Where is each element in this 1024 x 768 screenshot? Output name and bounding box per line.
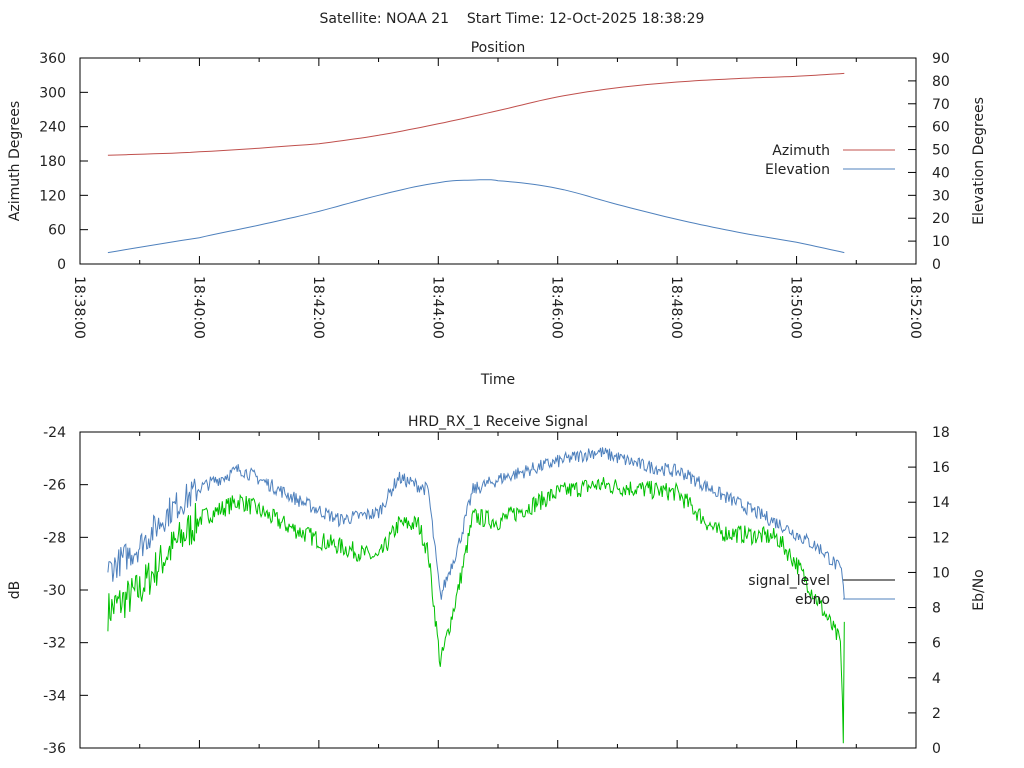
- y2-tick-label: 18: [932, 425, 950, 441]
- chart-suptitle: Satellite: NOAA 21 Start Time: 12-Oct-20…: [320, 11, 705, 27]
- y2-tick-label: 30: [932, 188, 950, 204]
- series-line-azimuth: [107, 72, 845, 156]
- y-tick-label: -30: [43, 583, 66, 599]
- x-tick-label: 18:38:00: [71, 276, 87, 339]
- y-tick-label: 60: [48, 223, 66, 239]
- y-tick-label: -26: [43, 478, 66, 494]
- y-tick-label: 180: [39, 154, 66, 170]
- y2-axis-label: Elevation Degrees: [971, 97, 987, 225]
- x-tick-label: 18:42:00: [310, 276, 326, 339]
- series-line-elevation: [107, 179, 845, 254]
- plot-title: Position: [471, 40, 526, 56]
- y2-axis-label: Eb/No: [971, 569, 987, 611]
- y2-tick-label: 2: [932, 706, 941, 722]
- legend-label: ebno: [795, 592, 830, 608]
- y2-tick-label: 50: [932, 143, 950, 159]
- series-line-signal_level: [107, 477, 845, 744]
- y2-tick-label: 8: [932, 601, 941, 617]
- x-tick-label: 18:52:00: [907, 276, 923, 339]
- x-tick-label: 18:50:00: [788, 276, 804, 339]
- position-plot: Position 18:38:00 18:40:00 18:42:00 18:44:00…: [7, 40, 987, 388]
- y2-tick-label: 60: [932, 120, 950, 136]
- y2-tick-label: 10: [932, 565, 950, 581]
- y-tick-label: -34: [43, 688, 66, 704]
- x-tick-label: 18:48:00: [668, 276, 684, 339]
- y2-tick-label: 40: [932, 165, 950, 181]
- series-line-ebno: [107, 447, 845, 600]
- y2-tick-label: 80: [932, 74, 950, 90]
- y-tick-label: -24: [43, 425, 66, 441]
- y2-tick-label: 0: [932, 257, 941, 273]
- y-axis-label: Azimuth Degrees: [7, 101, 23, 221]
- y-tick-label: -28: [43, 530, 66, 546]
- receive-signal-plot: HRD_RX_1 Receive Signal -36 -34 -32 -30 -28 -2…: [7, 414, 987, 757]
- y-tick-label: 0: [57, 257, 66, 273]
- y-tick-label: -32: [43, 636, 66, 652]
- y2-tick-label: 16: [932, 460, 950, 476]
- y2-tick-label: 70: [932, 97, 950, 113]
- y-tick-label: -36: [43, 741, 66, 757]
- y2-tick-label: 12: [932, 530, 950, 546]
- y2-tick-label: 20: [932, 211, 950, 227]
- x-tick-label: 18:46:00: [549, 276, 565, 339]
- x-axis-label: Time: [480, 372, 515, 388]
- y-tick-label: 360: [39, 51, 66, 67]
- y2-tick-label: 10: [932, 234, 950, 250]
- plot-frame: [79, 57, 917, 265]
- x-tick-label: 18:44:00: [429, 276, 445, 339]
- legend-label: Azimuth: [772, 143, 830, 159]
- legend-label: Elevation: [765, 162, 830, 178]
- y2-tick-label: 0: [932, 741, 941, 757]
- y2-tick-label: 90: [932, 51, 950, 67]
- y2-tick-label: 6: [932, 636, 941, 652]
- y-tick-label: 120: [39, 188, 66, 204]
- y2-tick-label: 14: [932, 495, 950, 511]
- legend-label: signal_level: [748, 573, 830, 589]
- y-axis-label: dB: [7, 581, 23, 600]
- y-tick-label: 240: [39, 120, 66, 136]
- x-tick-label: 18:40:00: [190, 276, 206, 339]
- y-tick-label: 300: [39, 85, 66, 101]
- y2-tick-label: 4: [932, 671, 941, 687]
- plot-title: HRD_RX_1 Receive Signal: [408, 414, 588, 430]
